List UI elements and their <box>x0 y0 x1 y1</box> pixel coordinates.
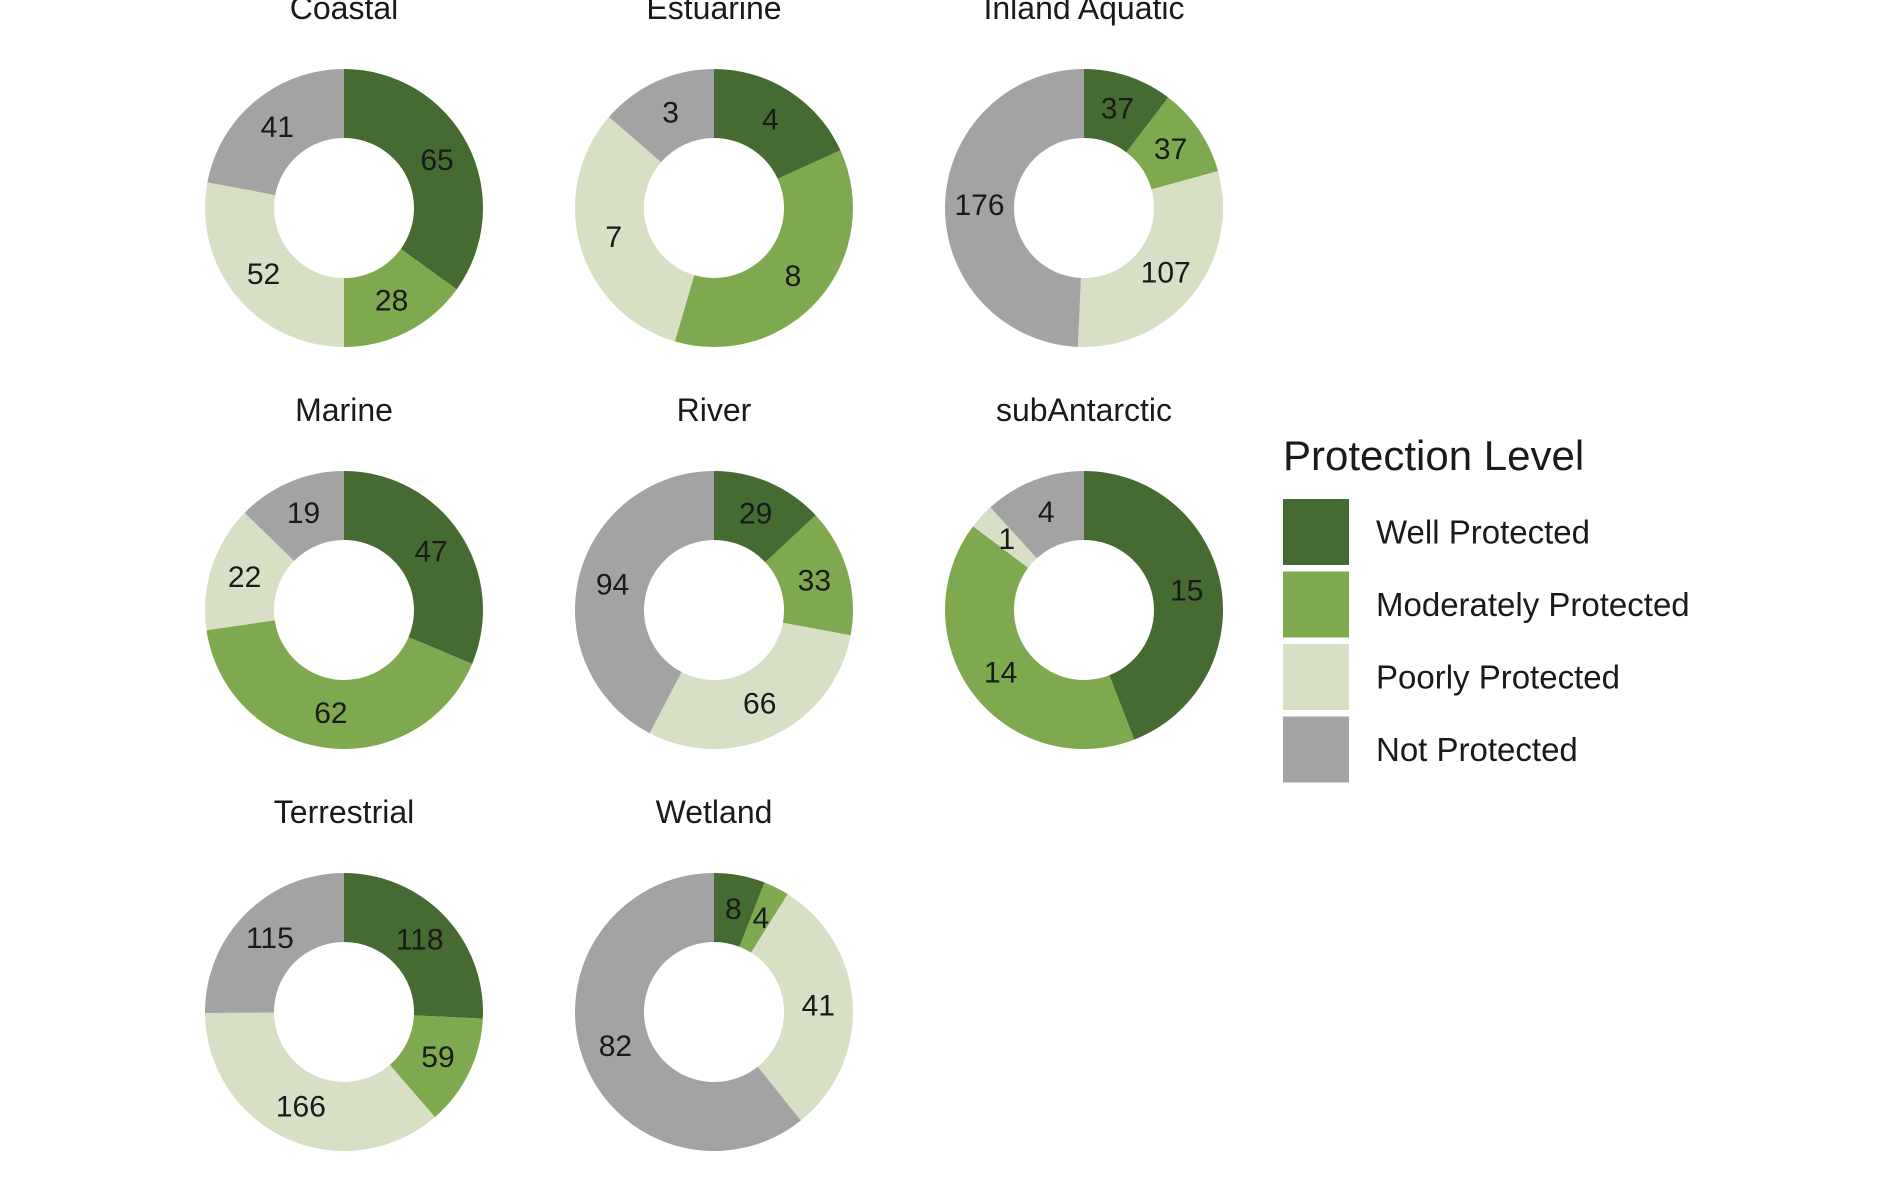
panel-terrestrial: Terrestrial 118 59 166 115 <box>205 794 484 1152</box>
slice-label-marine-moderately: 62 <box>314 697 347 730</box>
panel-title-marine: Marine <box>295 392 393 428</box>
slice-river-moderately <box>765 515 853 636</box>
slice-label-coastal-poorly: 52 <box>247 258 280 291</box>
slice-subantarctic-well <box>1084 471 1223 740</box>
legend-label-not: Not Protected <box>1376 731 1578 768</box>
slice-label-estuarine-well: 4 <box>762 104 779 137</box>
slice-terrestrial-poorly <box>205 1012 435 1152</box>
panel-subantarctic: subAntarctic 15 14 14 <box>944 392 1223 749</box>
slice-label-inland-aquatic-not: 176 <box>954 189 1004 222</box>
panel-estuarine: Estuarine 4 8 7 3 <box>575 0 854 348</box>
legend-label-well: Well Protected <box>1376 514 1590 551</box>
panel-title-inland-aquatic: Inland Aquatic <box>983 0 1184 26</box>
slice-label-terrestrial-poorly: 166 <box>276 1091 326 1124</box>
slice-label-subantarctic-moderately: 14 <box>984 656 1017 689</box>
slice-wetland-not <box>575 873 801 1152</box>
legend-label-moderately: Moderately Protected <box>1376 586 1690 623</box>
slice-wetland-poorly <box>751 894 854 1121</box>
panel-title-terrestrial: Terrestrial <box>274 794 414 830</box>
panel-river: River 29 33 66 94 <box>574 392 853 750</box>
slice-coastal-well <box>344 69 483 290</box>
slice-river-poorly <box>649 622 851 750</box>
slice-label-wetland-not: 82 <box>599 1030 632 1063</box>
legend-title: Protection Level <box>1283 432 1584 479</box>
slice-label-terrestrial-well: 118 <box>396 923 444 956</box>
slice-label-river-well: 29 <box>739 498 772 531</box>
slice-label-subantarctic-well: 15 <box>1170 574 1203 607</box>
slice-label-coastal-well: 65 <box>420 144 453 177</box>
slice-inland-aquatic-well <box>1084 69 1169 153</box>
slice-wetland-moderately <box>739 882 788 953</box>
slice-label-coastal-moderately: 28 <box>375 285 408 318</box>
slice-label-terrestrial-moderately: 59 <box>421 1041 454 1074</box>
legend-items: Well Protected Moderately Protected Poorly… <box>1283 499 1690 783</box>
panel-title-coastal: Coastal <box>290 0 399 26</box>
panel-title-river: River <box>677 392 752 428</box>
slice-estuarine-well <box>714 69 841 179</box>
slice-coastal-moderately <box>344 248 457 347</box>
slice-terrestrial-not <box>205 873 344 1013</box>
slice-coastal-poorly <box>205 182 344 347</box>
panel-inland-aquatic: Inland Aquatic 37 37 107 176 <box>944 0 1223 347</box>
panel-title-wetland: Wetland <box>656 794 773 830</box>
slice-label-wetland-moderately: 4 <box>753 902 770 935</box>
slice-coastal-not <box>207 69 344 196</box>
slice-label-inland-aquatic-moderately: 37 <box>1154 133 1187 166</box>
panel-title-subantarctic: subAntarctic <box>996 392 1172 428</box>
slice-label-estuarine-poorly: 7 <box>605 221 622 254</box>
slice-label-wetland-poorly: 41 <box>802 989 835 1022</box>
panel-title-estuarine: Estuarine <box>646 0 781 26</box>
slice-label-marine-not: 19 <box>287 497 320 530</box>
legend: Protection Level Well Protected Moderatel… <box>1283 432 1690 783</box>
slice-label-subantarctic-not: 4 <box>1038 496 1055 529</box>
slice-label-coastal-not: 41 <box>261 111 294 144</box>
slice-inland-aquatic-not <box>944 69 1084 347</box>
slice-inland-aquatic-poorly <box>1077 171 1223 347</box>
slice-label-inland-aquatic-well: 37 <box>1101 92 1134 125</box>
slice-label-terrestrial-not: 115 <box>246 922 294 955</box>
slice-estuarine-not <box>608 69 714 163</box>
legend-swatch-moderately <box>1283 571 1349 638</box>
slice-label-estuarine-not: 3 <box>662 96 679 129</box>
slice-label-river-poorly: 66 <box>743 687 776 720</box>
slice-estuarine-poorly <box>575 116 695 342</box>
slice-river-not <box>574 471 714 734</box>
slice-label-river-not: 94 <box>596 569 629 602</box>
panel-coastal: Coastal 65 28 52 41 <box>205 0 483 347</box>
slice-terrestrial-moderately <box>389 1015 483 1118</box>
slice-label-wetland-well: 8 <box>725 893 742 926</box>
slice-label-subantarctic-poorly: 1 <box>998 523 1015 556</box>
slice-wetland-well <box>714 873 765 947</box>
slice-label-marine-poorly: 22 <box>228 561 261 594</box>
legend-swatch-poorly <box>1283 644 1349 710</box>
slice-label-river-moderately: 33 <box>798 564 831 597</box>
slice-marine-moderately <box>206 620 473 750</box>
slice-label-inland-aquatic-poorly: 107 <box>1141 257 1191 290</box>
slice-inland-aquatic-moderately <box>1126 97 1219 190</box>
legend-swatch-not <box>1283 716 1349 783</box>
slice-terrestrial-well <box>344 873 484 1019</box>
slice-marine-poorly <box>204 512 294 631</box>
legend-swatch-well <box>1283 499 1349 565</box>
slice-estuarine-moderately <box>674 150 854 348</box>
slice-marine-well <box>344 471 484 664</box>
slice-subantarctic-not <box>990 471 1084 559</box>
slice-subantarctic-moderately <box>944 526 1135 749</box>
panel-wetland: Wetland 8 4 41 82 <box>575 794 854 1152</box>
slice-marine-not <box>244 471 344 562</box>
panel-marine: Marine 47 62 22 19 <box>204 392 484 750</box>
slice-river-well <box>714 471 816 563</box>
slice-subantarctic-poorly <box>973 507 1037 568</box>
legend-label-poorly: Poorly Protected <box>1376 659 1620 696</box>
slice-label-marine-well: 47 <box>414 536 447 569</box>
slice-label-estuarine-moderately: 8 <box>785 260 802 293</box>
